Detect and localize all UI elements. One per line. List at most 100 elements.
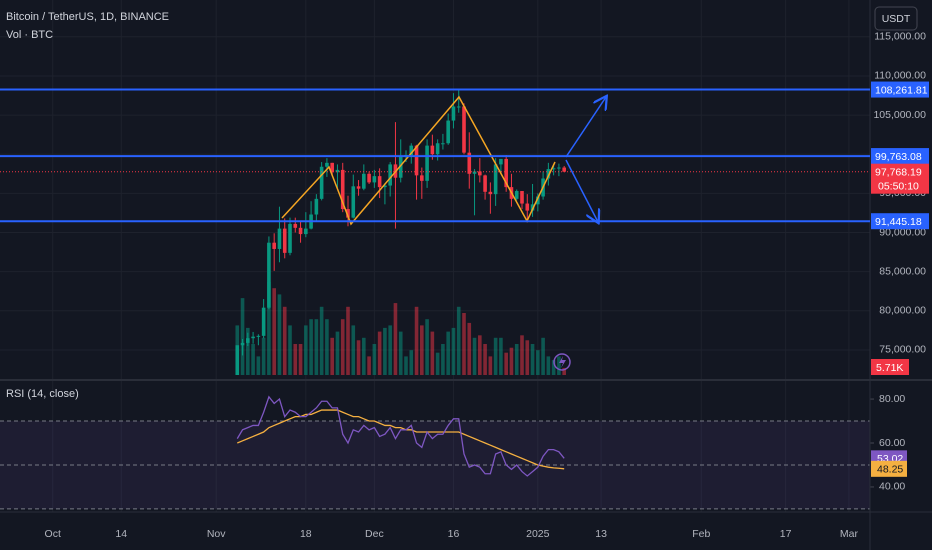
price-tick-label: 115,000.00 (874, 31, 926, 43)
price-pane (0, 89, 870, 375)
candle-body (298, 227, 303, 235)
volume-bar (388, 325, 392, 375)
price-tick-label: 85,000.00 (879, 265, 926, 277)
volume-bar (488, 356, 493, 375)
volume-bar (340, 319, 345, 375)
price-tick-label: 90,000.00 (879, 226, 926, 238)
candle-body (462, 106, 466, 153)
volume-bar (351, 325, 356, 375)
last-price-label: 97,768.19 (875, 166, 922, 178)
event-icon[interactable] (553, 353, 571, 371)
time-tick-label: Nov (207, 528, 226, 540)
volume-bar (472, 337, 477, 375)
volume-bar (456, 306, 461, 375)
volume-bar (335, 331, 340, 375)
drawings (281, 95, 606, 371)
candle-body (420, 175, 424, 181)
volume-bar (478, 335, 482, 375)
volume-bar (541, 337, 545, 375)
volume-bar (288, 325, 292, 375)
volume-bar (393, 303, 398, 375)
volume-bar (330, 337, 334, 375)
volume-bar (467, 322, 472, 375)
time-tick-label: 17 (780, 528, 792, 540)
down-arrow (565, 159, 598, 222)
candle-body (288, 223, 292, 253)
time-tick-label: Feb (692, 528, 710, 540)
volume-bar (525, 340, 530, 375)
candle-body (441, 143, 445, 145)
volume-bar (451, 327, 456, 375)
candle-body (356, 186, 361, 189)
volume-bar (414, 306, 419, 375)
price-tick-label: 75,000.00 (879, 344, 926, 356)
rsi-tick-label: 60.00 (879, 437, 905, 449)
price-tick-label: 105,000.00 (873, 109, 926, 121)
volume-bar (346, 306, 350, 375)
candle-body (551, 168, 556, 170)
volume-bar (509, 347, 514, 375)
volume-bar (514, 344, 519, 375)
candle-body (499, 158, 503, 165)
volume-bar (314, 319, 319, 375)
currency-label: USDT (882, 13, 911, 25)
time-tick-label: Oct (45, 528, 61, 540)
volume-badge (871, 359, 909, 375)
last-price-badge (871, 163, 929, 194)
candle-body (435, 143, 440, 155)
candle-body (256, 335, 261, 337)
time-tick-label: 14 (115, 528, 127, 540)
volume-bar (367, 356, 371, 375)
candle-body (562, 167, 566, 172)
volume-bar (420, 325, 424, 375)
volume-bar (425, 319, 429, 375)
zigzag-pattern (281, 95, 556, 226)
volume-bar (398, 331, 403, 375)
candle-body (340, 169, 345, 210)
volume-badge-label: 5.71K (876, 362, 903, 374)
candle-body (277, 228, 282, 249)
volume-bar (282, 306, 287, 375)
volume-bar (251, 344, 255, 375)
countdown-label: 05:50:10 (878, 180, 919, 192)
candle-body (367, 173, 371, 183)
volume-bar (325, 319, 329, 375)
volume-bar (551, 360, 556, 375)
candle-body (409, 145, 414, 156)
candle-body (425, 145, 429, 181)
volume-bar (530, 344, 535, 375)
level-badge (871, 213, 929, 230)
rsi-badge-label: 48.25 (877, 464, 903, 476)
candle-body (261, 307, 266, 336)
up-arrow (565, 97, 606, 158)
volume-bar (462, 313, 466, 375)
candle-body (430, 145, 435, 155)
level-label: 91,445.18 (875, 216, 922, 228)
candle-body (557, 167, 561, 169)
candle-body (372, 176, 377, 183)
volume-bar (267, 282, 271, 375)
candle-body (493, 164, 498, 195)
volume-bar (383, 327, 387, 375)
volume-bar (293, 344, 298, 375)
volume-pane (235, 282, 566, 375)
candle-body (530, 204, 535, 211)
candle-body (520, 191, 524, 204)
currency-button[interactable] (874, 6, 918, 31)
volume-bar (562, 367, 566, 375)
candle-body (293, 223, 298, 228)
candle-body (456, 106, 461, 108)
candle-body (330, 162, 334, 173)
rsi-title: RSI (14, close) (6, 388, 79, 400)
candle-body (504, 158, 508, 188)
volume-bar (557, 356, 561, 375)
volume-bar (504, 352, 508, 375)
time-tick-label: Mar (840, 528, 859, 540)
price-tick-label: 80,000.00 (879, 305, 926, 317)
volume-bar (256, 356, 261, 375)
volume-bar (304, 325, 308, 375)
time-tick-label: 13 (595, 528, 607, 540)
candle-body (362, 173, 366, 189)
